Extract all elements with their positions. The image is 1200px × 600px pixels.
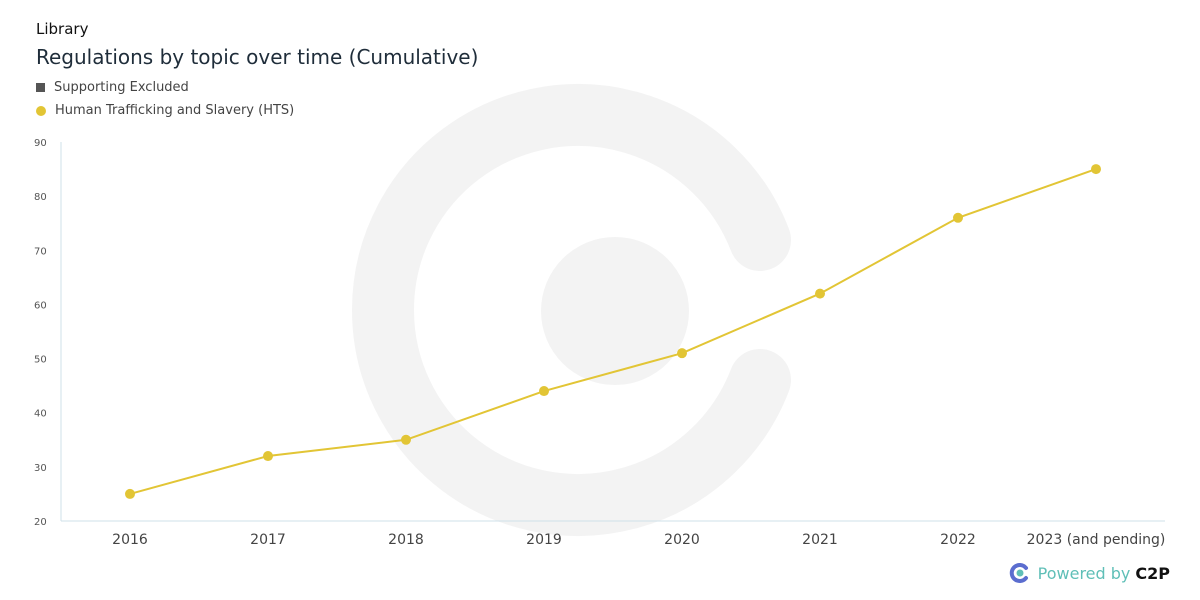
data-point[interactable] xyxy=(815,288,825,299)
data-point[interactable] xyxy=(263,451,273,462)
x-tick-label: 2023 (and pending) xyxy=(1027,532,1166,548)
y-tick-label: 30 xyxy=(34,463,47,474)
y-tick-label: 40 xyxy=(34,409,47,420)
y-tick-label: 60 xyxy=(34,300,47,311)
x-tick-label: 2017 xyxy=(250,532,286,548)
series-line xyxy=(129,168,1097,495)
c2p-logo-icon xyxy=(1009,563,1028,583)
x-tick-label: 2016 xyxy=(112,532,148,548)
legend-label: Human Trafficking and Slavery (HTS) xyxy=(55,103,295,118)
powered-by-text: Powered by xyxy=(1037,563,1131,583)
brand-text: C2P xyxy=(1135,563,1170,583)
legend-item-supporting-excluded[interactable]: Supporting Excluded xyxy=(36,80,189,95)
y-tick-label: 80 xyxy=(34,192,47,203)
x-tick-label: 2020 xyxy=(664,532,700,548)
x-tick-label: 2018 xyxy=(388,532,424,548)
data-point[interactable] xyxy=(539,386,549,397)
y-tick-label: 90 xyxy=(34,138,47,149)
y-tick-label: 20 xyxy=(34,517,47,528)
data-point[interactable] xyxy=(1091,164,1101,175)
watermark-logo xyxy=(352,84,791,536)
y-tick-label: 50 xyxy=(34,355,47,366)
powered-by-c2p[interactable]: Powered by C2P xyxy=(1008,561,1170,585)
x-tick-label: 2021 xyxy=(802,532,838,548)
x-tick-label: 2022 xyxy=(940,532,976,548)
data-point[interactable] xyxy=(953,212,963,223)
circle-marker-icon xyxy=(36,105,46,116)
data-point[interactable] xyxy=(125,488,135,499)
legend-label: Supporting Excluded xyxy=(54,80,189,95)
x-tick-label: 2019 xyxy=(526,532,562,548)
section-label: Library xyxy=(36,20,89,38)
y-tick-label: 70 xyxy=(34,246,47,257)
data-point[interactable] xyxy=(401,434,411,445)
square-marker-icon xyxy=(36,83,45,92)
data-point[interactable] xyxy=(677,348,687,359)
chart-title: Regulations by topic over time (Cumulati… xyxy=(36,45,479,69)
legend-item-hts[interactable]: Human Trafficking and Slavery (HTS) xyxy=(36,103,294,118)
